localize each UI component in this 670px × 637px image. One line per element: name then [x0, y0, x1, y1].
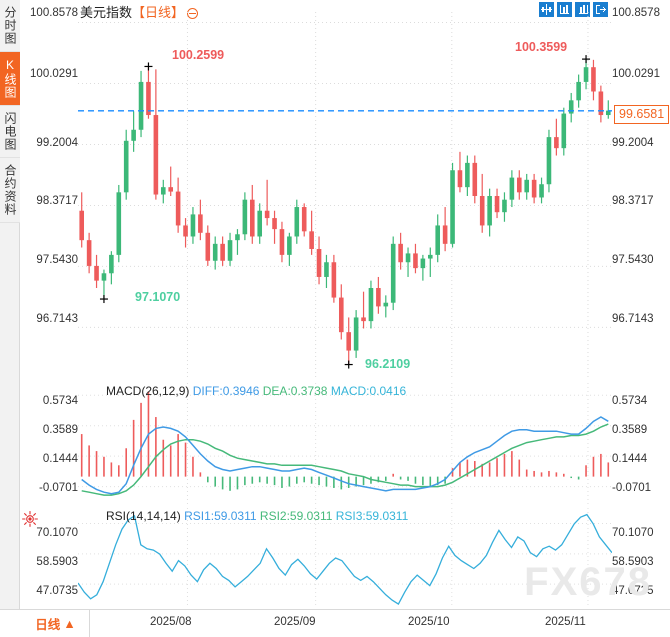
- macd-axis-label: 0.5734: [612, 395, 648, 407]
- chart-toolbar: [539, 2, 608, 17]
- bottom-bar: 日线 ▲ 2025/08 2025/09 2025/10 2025/11: [0, 609, 670, 637]
- axis-label: 96.7143: [612, 313, 654, 325]
- page-title: 美元指数【日线】: [80, 2, 199, 21]
- chart-region: 美元指数【日线】: [20, 0, 670, 637]
- macd-legend: MACD(26,12,9) DIFF:0.3946 DEA:0.3738 MAC…: [106, 384, 406, 398]
- axis-label: 99.2004: [36, 137, 78, 149]
- macd-axis-label: -0.0701: [612, 482, 652, 494]
- macd-diff-value: DIFF:0.3946: [192, 384, 260, 398]
- macd-axis-label: 0.5734: [42, 395, 78, 407]
- axis-label: 100.0291: [30, 68, 78, 80]
- macd-plot[interactable]: [78, 383, 612, 505]
- macd-macd-value: MACD:0.0416: [330, 384, 407, 398]
- axis-label: 97.5430: [36, 254, 78, 266]
- rsi-axis-label: 47.0735: [36, 585, 78, 597]
- watermark: FX678: [524, 560, 652, 604]
- right-price-axis: 100.8578 100.0291 99.2004 98.3717 97.543…: [612, 0, 670, 637]
- axis-label: 99.2004: [612, 137, 654, 149]
- macd-axis-label: 0.1444: [42, 453, 78, 465]
- date-label: 2025/09: [274, 616, 316, 628]
- triangle-up-icon: ▲: [63, 616, 76, 631]
- axis-label: 97.5430: [612, 254, 654, 266]
- annotation-high-right: 100.3599: [515, 40, 568, 54]
- left-price-axis: 100.8578 100.0291 99.2004 98.3717 97.543…: [20, 0, 78, 637]
- rsi2-value: RSI2:59.0311: [259, 509, 333, 523]
- macd-dea-value: DEA:0.3738: [262, 384, 328, 398]
- rsi-svg: [78, 508, 612, 608]
- symbol-name: 美元指数: [80, 5, 133, 20]
- axis-label: 100.8578: [30, 7, 78, 19]
- price-svg: [78, 12, 612, 380]
- period-label: 【日线】: [132, 5, 185, 20]
- sidebar-tab-timeshare[interactable]: 分时图: [0, 0, 20, 52]
- export-icon[interactable]: [593, 2, 608, 17]
- sidebar-tab-lightning[interactable]: 闪电图: [0, 106, 20, 158]
- period-selector-label: 日线: [35, 618, 61, 632]
- axis-label: 98.3717: [612, 195, 654, 207]
- chart-left-axis-icon[interactable]: [557, 2, 572, 17]
- rsi1-value: RSI1:59.0311: [184, 509, 257, 523]
- rsi-axis-label: 70.1070: [612, 527, 654, 539]
- settings-circle-icon[interactable]: [187, 8, 199, 19]
- axis-label: 98.3717: [36, 195, 78, 207]
- axis-label: 100.0291: [612, 68, 660, 80]
- rsi-axis-label: 47.0735: [612, 585, 654, 597]
- price-candlestick-plot[interactable]: [78, 12, 612, 380]
- crosshair-icon[interactable]: [539, 2, 554, 17]
- annotation-low-left: 97.1070: [135, 290, 181, 304]
- sidebar-tabs: 分时图 K线图 闪电图 合约资料: [0, 0, 20, 637]
- macd-name: MACD(26,12,9): [106, 384, 190, 398]
- chart-right-axis-icon[interactable]: [575, 2, 590, 17]
- rsi-axis-label: 58.5903: [612, 556, 654, 568]
- rsi-axis-label: 70.1070: [36, 527, 78, 539]
- rsi3-value: RSI3:59.0311: [335, 509, 409, 523]
- rsi-legend: RSI(14,14,14) RSI1:59.0311 RSI2:59.0311 …: [106, 509, 408, 523]
- chart-header: 美元指数【日线】: [20, 0, 670, 20]
- rsi-name: RSI(14,14,14): [106, 509, 181, 523]
- sidebar-tab-contract-info[interactable]: 合约资料: [0, 158, 20, 223]
- macd-axis-label: 0.1444: [612, 453, 648, 465]
- current-price-tag[interactable]: 99.6581: [614, 105, 670, 124]
- rsi-plot[interactable]: [78, 508, 612, 608]
- macd-svg: [78, 383, 612, 505]
- axis-label: 100.8578: [612, 7, 660, 19]
- date-label: 2025/08: [150, 616, 192, 628]
- period-selector-button[interactable]: 日线 ▲: [22, 610, 90, 637]
- annotation-high-left: 100.2599: [172, 48, 225, 62]
- sun-icon[interactable]: [22, 511, 38, 527]
- macd-axis-label: -0.0701: [38, 482, 78, 494]
- rsi-axis-label: 58.5903: [36, 556, 78, 568]
- annotation-low-bottom: 96.2109: [365, 357, 411, 371]
- sidebar-tab-kline[interactable]: K线图: [0, 52, 20, 106]
- macd-axis-label: 0.3589: [42, 424, 78, 436]
- date-label: 2025/10: [408, 616, 450, 628]
- axis-label: 96.7143: [36, 313, 78, 325]
- date-label: 2025/11: [545, 616, 586, 628]
- macd-axis-label: 0.3589: [612, 424, 648, 436]
